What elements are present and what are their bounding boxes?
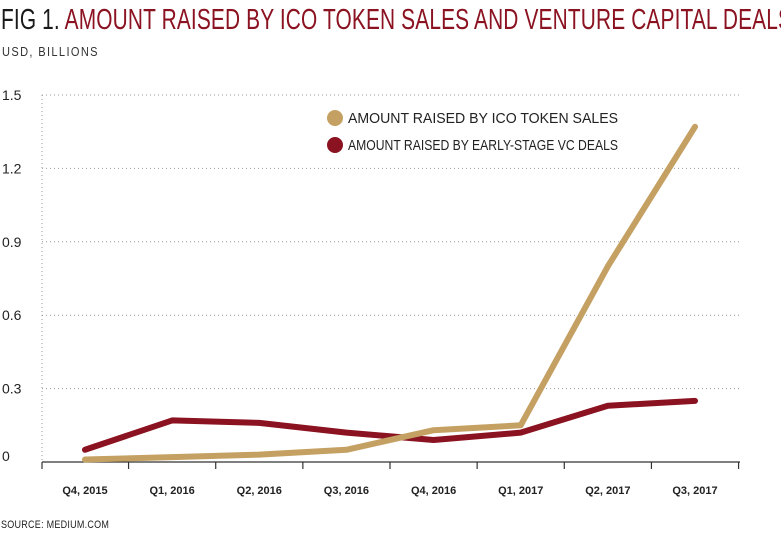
y-tick-label: 0 bbox=[2, 448, 10, 464]
y-tick-label: 0.9 bbox=[2, 234, 22, 250]
figure-title-text: AMOUNT RAISED BY ICO TOKEN SALES AND VEN… bbox=[64, 4, 781, 36]
y-tick-label: 1.2 bbox=[2, 160, 22, 176]
series-line-vc bbox=[82, 397, 698, 453]
legend-marker bbox=[327, 110, 343, 126]
x-tick-label: Q3, 2016 bbox=[324, 485, 369, 497]
x-tick-label: Q3, 2017 bbox=[672, 485, 717, 497]
x-tick-label: Q2, 2017 bbox=[585, 485, 630, 497]
x-tick-label: Q4, 2015 bbox=[62, 485, 107, 497]
chart-subtitle: USD, BILLIONS bbox=[2, 44, 99, 59]
chart-title: FIG 1. AMOUNT RAISED BY ICO TOKEN SALES … bbox=[1, 4, 781, 36]
series-line-ico bbox=[82, 123, 698, 463]
x-tick-label: Q2, 2016 bbox=[237, 485, 282, 497]
y-tick-label: 0.3 bbox=[2, 381, 22, 397]
figure-label: FIG 1. bbox=[1, 4, 60, 36]
legend-label: AMOUNT RAISED BY EARLY-STAGE VC DEALS bbox=[348, 137, 618, 154]
legend-label: AMOUNT RAISED BY ICO TOKEN SALES bbox=[348, 110, 618, 127]
legend-marker bbox=[327, 137, 343, 153]
y-tick-label: 1.5 bbox=[2, 87, 22, 103]
x-tick-label: Q1, 2017 bbox=[498, 485, 543, 497]
x-tick-label: Q4, 2016 bbox=[411, 485, 456, 497]
y-tick-label: 0.6 bbox=[2, 307, 22, 323]
x-tick-label: Q1, 2016 bbox=[150, 485, 195, 497]
source-note: SOURCE: MEDIUM.COM bbox=[1, 519, 110, 531]
